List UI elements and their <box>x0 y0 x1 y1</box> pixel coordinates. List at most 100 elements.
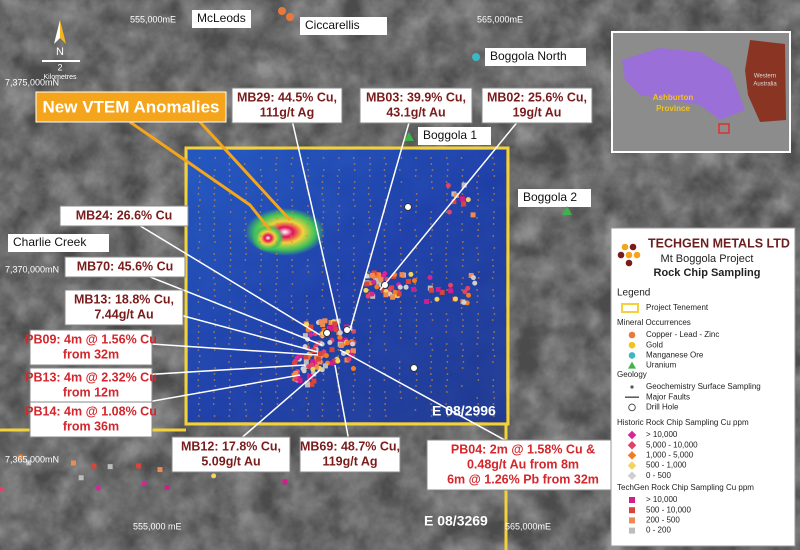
sample-line-point <box>243 307 246 309</box>
sample-line-point <box>477 313 480 315</box>
sample-line-point <box>244 241 247 243</box>
sample-point <box>164 485 170 491</box>
sample-line-point <box>384 397 387 399</box>
sample-point <box>373 276 379 282</box>
sample-line-point <box>214 325 217 327</box>
sample-line-point <box>276 403 279 405</box>
sample-line-point <box>492 391 495 393</box>
sample-line-point <box>445 181 448 183</box>
sample-line-point <box>228 379 231 381</box>
sample-line-point <box>445 331 448 333</box>
sample-point <box>141 480 147 486</box>
sample-line-point <box>337 391 340 393</box>
sample-point <box>310 366 316 372</box>
sample-line-point <box>492 385 495 387</box>
sample-line-point <box>214 319 217 321</box>
sample-line-point <box>230 199 232 201</box>
sample-point <box>350 341 356 347</box>
sample-line-point <box>369 331 372 333</box>
sample-line-point <box>429 217 432 219</box>
sample-line-point <box>461 241 464 243</box>
sample-line-point <box>460 343 463 345</box>
sample-point <box>107 464 113 470</box>
callout-box <box>299 436 401 473</box>
sample-line-point <box>197 379 200 381</box>
callout-text: from 36m <box>63 419 119 433</box>
sample-line-point <box>305 235 308 237</box>
sample-line-point <box>460 409 463 411</box>
sample-line-point <box>446 289 448 291</box>
sample-line-point <box>245 181 248 183</box>
sample-line-point <box>321 403 324 405</box>
sample-point <box>300 366 306 372</box>
sample-line-point <box>492 265 494 267</box>
callout-text: MB70: 45.6% Cu <box>77 259 174 273</box>
sample-line-point <box>322 283 325 285</box>
sample-line-point <box>415 373 418 375</box>
sample-line-point <box>275 343 278 345</box>
sample-line-point <box>260 253 263 255</box>
sample-line-point <box>290 295 293 297</box>
sample-line-point <box>415 271 418 273</box>
sample-point <box>306 373 312 379</box>
sample-line-point <box>244 403 247 405</box>
headline: New VTEM Anomalies <box>43 97 220 116</box>
sample-line-point <box>384 175 387 177</box>
sample-line-point <box>399 325 401 327</box>
sample-line-point <box>352 247 355 249</box>
callout-text: PB04: 2m @ 1.58% Cu & <box>451 442 595 456</box>
sample-line-point <box>353 307 355 309</box>
sample-point <box>293 376 299 382</box>
sample-line-point <box>477 175 480 177</box>
sample-line-point <box>353 301 355 303</box>
sample-line-point <box>352 193 355 195</box>
sample-line-point <box>383 343 386 345</box>
sample-line-point <box>476 355 479 357</box>
place-marker <box>472 53 480 61</box>
sample-line-point <box>493 247 496 249</box>
sample-line-point <box>228 169 231 171</box>
sample-line-point <box>229 271 231 273</box>
sample-line-point <box>352 283 355 285</box>
sample-line-point <box>306 409 309 411</box>
sample-line-point <box>228 319 231 321</box>
sample-line-point <box>291 367 294 369</box>
sample-line-point <box>229 247 232 249</box>
sample-line-point <box>291 217 294 219</box>
sample-line-point <box>213 217 216 219</box>
sample-line-point <box>212 277 215 279</box>
sample-line-point <box>446 163 449 165</box>
sample-line-point <box>306 223 309 225</box>
sample-line-point <box>445 271 448 273</box>
sample-line-point <box>369 157 371 159</box>
sample-line-point <box>431 187 434 189</box>
sample-line-point <box>214 157 217 159</box>
sample-line-point <box>321 271 324 273</box>
tenement-label: E 08/3269 <box>424 513 488 529</box>
sample-line-point <box>290 235 293 237</box>
sample-line-point <box>291 175 294 177</box>
sample-line-point <box>414 259 417 261</box>
sample-line-point <box>338 367 340 369</box>
sample-line-point <box>476 397 479 399</box>
callout-box <box>64 256 186 278</box>
inset-province <box>622 48 745 120</box>
sample-line-point <box>367 193 370 195</box>
sample-point <box>310 359 316 365</box>
sample-line-point <box>476 415 479 417</box>
sample-line-point <box>322 307 325 309</box>
sample-line-point <box>244 295 247 297</box>
sample-line-point <box>214 295 216 297</box>
sample-line-point <box>274 391 277 393</box>
sample-line-point <box>384 409 386 411</box>
sample-line-point <box>214 385 217 387</box>
sample-line-point <box>198 409 201 411</box>
sample-line-point <box>414 229 417 231</box>
scale-unit: Kilometres <box>43 74 77 81</box>
sample-line-point <box>446 235 449 237</box>
sample-point <box>390 294 396 300</box>
sample-line-point <box>353 373 356 375</box>
sample-point <box>308 332 314 338</box>
tenement-boundary <box>184 146 510 426</box>
sample-line-point <box>213 397 215 399</box>
